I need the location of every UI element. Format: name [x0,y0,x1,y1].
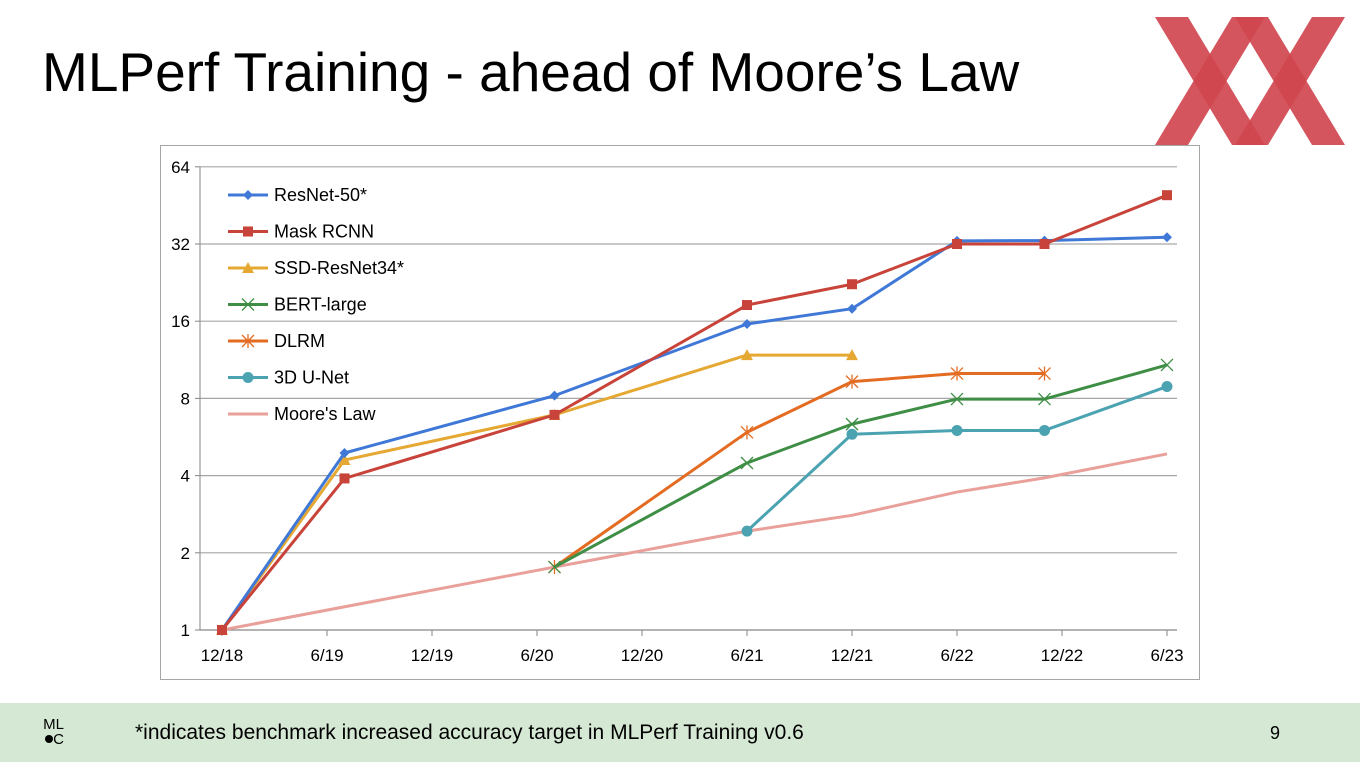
y-tick-label: 8 [181,389,190,408]
x-marker [1160,358,1174,372]
square-marker [339,473,350,484]
legend-label: 3D U-Net [274,368,349,388]
legend-label: SSD-ResNet34* [274,258,404,278]
legend-item: Moore's Law [228,404,376,424]
y-tick-label: 16 [171,312,190,331]
xx-logo [1155,17,1345,145]
series-mask-rcnn [217,190,1172,635]
series-bert-large [548,358,1174,574]
mlcommons-logo-text: ML C [43,716,64,748]
x-tick-label: 6/22 [940,646,973,665]
asterisk-marker [845,374,859,389]
legend-item: DLRM [228,331,325,351]
triangle-marker [338,454,351,466]
x-marker [845,417,859,431]
legend-label: Moore's Law [274,404,376,424]
series-line [220,193,1168,631]
circle-marker [1039,424,1050,436]
triangle-marker [846,349,858,361]
x-tick-label: 12/18 [201,646,244,665]
line-chart: 1 2 4 8 16 32 64 12/18 6/19 12/19 6/20 12/20 6/21 12… [171,158,1183,665]
circle-marker [741,525,753,537]
circle-marker [951,424,963,436]
x-tick-label: 6/20 [520,646,553,665]
diamond-marker [549,390,560,401]
diamond-marker [742,319,752,330]
y-tick-label: 64 [171,158,190,177]
legend-label: Mask RCNN [274,222,374,242]
slide-title: MLPerf Training - ahead of Moore’s Law [42,41,1020,103]
series-line [553,372,1045,569]
x-tick-label: 6/21 [730,646,763,665]
triangle-marker [242,262,254,273]
series-line [220,235,1168,631]
diamond-marker [339,447,350,458]
series-resnet-50- [217,232,1172,635]
x-marker [740,456,754,470]
square-marker [1039,239,1050,249]
square-marker [952,239,962,249]
circle-marker [846,428,858,440]
x-marker [241,298,255,311]
y-tick-label: 1 [181,621,190,640]
asterisk-marker [950,366,964,381]
y-tick-label: 2 [181,544,190,563]
x-tick-label: 6/19 [310,646,343,665]
square-marker [742,300,752,311]
asterisk-marker [740,425,754,440]
series-ssd-resnet34- [216,349,858,635]
circle-marker [1161,381,1173,393]
triangle-marker [741,349,753,361]
square-marker [1162,190,1172,201]
series-line [553,363,1168,569]
series-3d-u-net [741,381,1173,537]
x-marker [950,392,964,406]
legend-label: ResNet-50* [274,185,367,205]
square-marker [217,625,227,635]
asterisk-marker [1038,366,1051,381]
footnote: *indicates benchmark increased accuracy … [135,721,804,744]
mlcommons-logo-dot [45,735,53,743]
series-line [221,452,1168,632]
x-tick-label: 12/19 [411,646,454,665]
x-tick-label: 12/22 [1041,646,1084,665]
series-line [745,385,1168,533]
diamond-marker [243,190,253,200]
circle-marker [242,372,254,383]
square-marker [847,279,857,290]
page-number: 9 [1270,723,1281,743]
legend-label: BERT-large [274,295,367,315]
y-tick-label: 32 [171,235,190,254]
x-marker [548,560,561,574]
x-tick-label: 12/21 [831,646,874,665]
mlcommons-logo: ML C [42,717,66,749]
legend-item: ResNet-50* [228,185,367,205]
chart-frame [160,145,1200,680]
x-marker [1038,392,1051,406]
legend-item: Mask RCNN [228,222,374,242]
y-tick-label: 4 [181,467,190,486]
series-moore-s-law [221,452,1168,632]
asterisk-marker [241,334,255,348]
legend-item: SSD-ResNet34* [228,258,404,278]
x-tick-label: 12/20 [621,646,664,665]
x-tick-label: 6/23 [1150,646,1183,665]
square-marker [549,409,560,420]
legend-item: 3D U-Net [228,368,349,388]
square-marker [243,226,253,237]
diamond-marker [847,303,857,314]
footer-bar: ML C *indicates benchmark increased accu… [0,703,1360,762]
legend-label: DLRM [274,331,325,351]
legend-item: BERT-large [228,295,367,315]
diamond-marker [1162,232,1172,243]
